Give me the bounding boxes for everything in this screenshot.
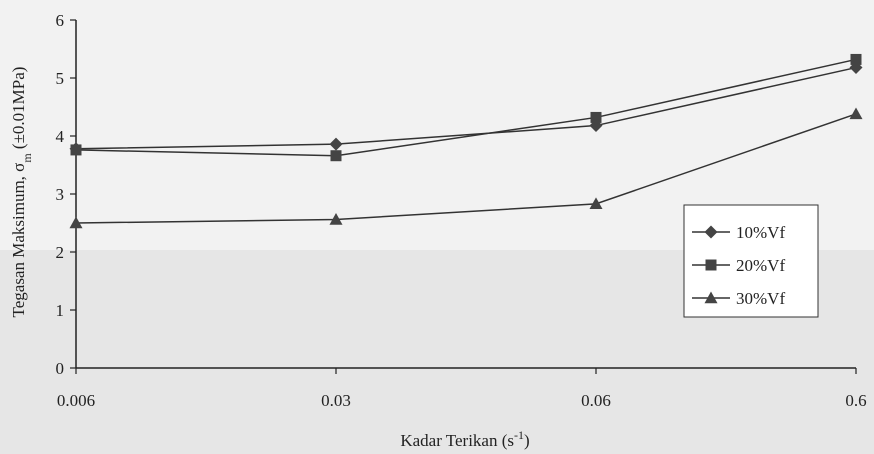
series-line xyxy=(75,66,857,150)
legend-marker-diamond xyxy=(704,225,718,239)
y-axis-ticks: 0 1 2 3 4 5 6 xyxy=(56,11,76,378)
data-point-square xyxy=(590,111,602,123)
legend: 10%Vf 20%Vf 30%Vf xyxy=(683,204,819,318)
y-tick-label: 1 xyxy=(56,301,65,320)
data-point-square xyxy=(330,150,342,162)
legend-marker-square xyxy=(705,259,717,271)
x-axis-title: Kadar Terikan (s-1) xyxy=(400,428,529,450)
y-tick-label: 3 xyxy=(56,185,65,204)
x-tick-label: 0.006 xyxy=(57,391,95,410)
y-tick-label: 0 xyxy=(56,359,65,378)
data-point-triangle xyxy=(849,107,863,120)
series-line xyxy=(75,113,857,224)
series-20-vf xyxy=(70,53,862,162)
data-point-diamond xyxy=(849,61,863,75)
legend-label: 20%Vf xyxy=(736,256,785,275)
y-tick-label: 6 xyxy=(56,11,65,30)
data-point-triangle xyxy=(69,216,83,229)
y-axis-title: Tegasan Maksimum, σm (±0.01MPa) xyxy=(9,67,34,318)
data-point-square xyxy=(850,53,862,65)
y-tick-label: 5 xyxy=(56,69,65,88)
x-tick-label: 0.06 xyxy=(581,391,611,410)
series-30-vf xyxy=(69,107,863,229)
y-tick-label: 4 xyxy=(56,127,65,146)
x-tick-label: 0.03 xyxy=(321,391,351,410)
x-tick-label: 0.6 xyxy=(845,391,866,410)
legend-marker-triangle xyxy=(704,291,718,304)
x-axis-ticks: 0.006 0.03 0.06 0.6 xyxy=(57,368,867,410)
series-group xyxy=(69,53,863,229)
data-point-square xyxy=(70,144,82,156)
series-line xyxy=(75,58,857,157)
legend-label: 30%Vf xyxy=(736,289,785,308)
y-tick-label: 2 xyxy=(56,243,65,262)
legend-label: 10%Vf xyxy=(736,223,785,242)
data-point-triangle xyxy=(329,213,343,225)
data-point-triangle xyxy=(589,197,603,210)
data-point-diamond xyxy=(329,137,343,151)
